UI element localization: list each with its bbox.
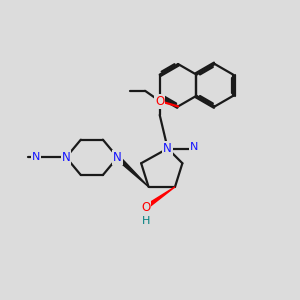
Text: O: O xyxy=(141,201,150,214)
Text: N: N xyxy=(113,151,122,164)
Text: N: N xyxy=(32,152,40,162)
Text: N: N xyxy=(62,151,70,164)
Polygon shape xyxy=(145,187,175,209)
Text: N: N xyxy=(163,142,172,155)
Text: H: H xyxy=(141,216,150,226)
Polygon shape xyxy=(116,156,148,187)
Text: O: O xyxy=(155,94,164,108)
Text: N: N xyxy=(190,142,198,152)
